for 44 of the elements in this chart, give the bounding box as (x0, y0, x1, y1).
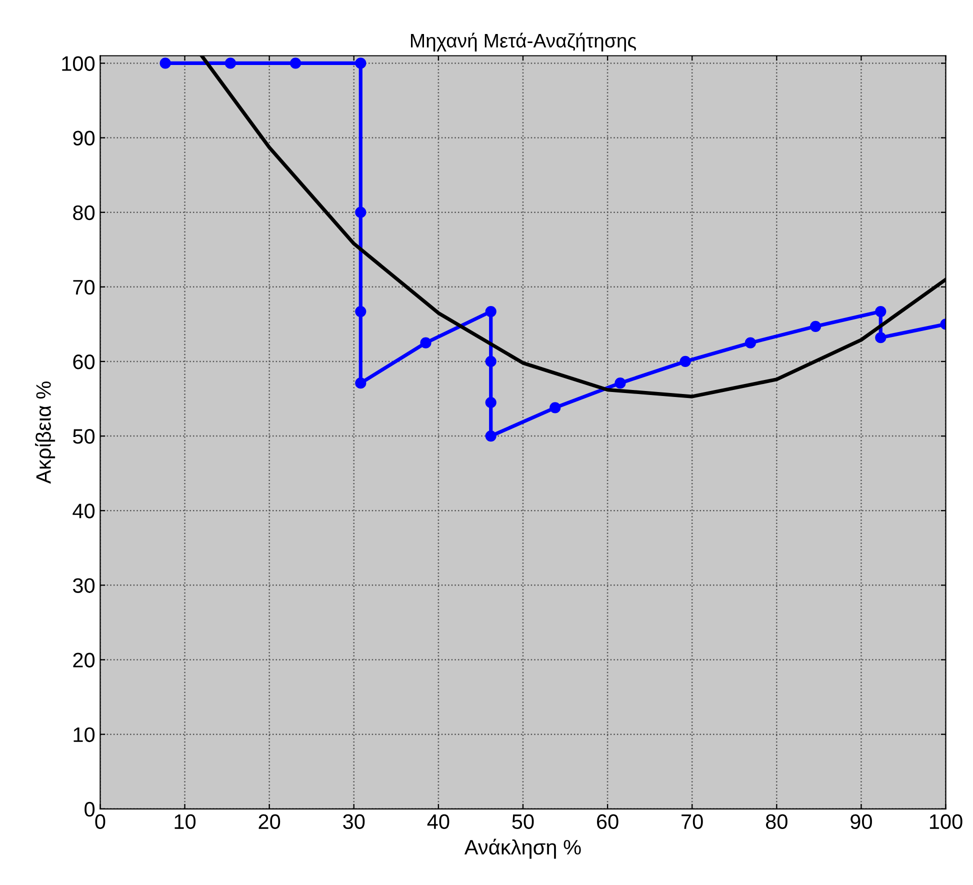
y-tick-label: 90 (73, 130, 95, 146)
point (485, 306, 496, 318)
y-axis-title: Ακρίβεια % (35, 382, 56, 484)
chart-title: Μηχανή Μετά-Αναζήτησης (410, 32, 636, 52)
y-tick-label: 30 (72, 578, 95, 593)
x-tick-label: 70 (682, 814, 703, 830)
point (744, 337, 756, 348)
point (355, 306, 366, 318)
y-tick-label: 50 (73, 429, 95, 444)
point (680, 356, 691, 368)
point (810, 320, 822, 332)
x-tick-label: 20 (258, 814, 280, 830)
point (355, 58, 366, 69)
x-tick-label: 40 (427, 814, 450, 830)
x-tick-label: 0 (95, 814, 106, 830)
point (875, 332, 886, 344)
point (550, 402, 561, 414)
y-tick-label: 100 (62, 56, 95, 71)
point (485, 396, 496, 408)
y-tick-label: 80 (73, 205, 95, 220)
y-tick-label: 10 (74, 727, 95, 742)
y-tick-label: 0 (84, 802, 95, 817)
point (485, 356, 496, 368)
x-tick-label: 100 (930, 814, 962, 830)
point (355, 206, 366, 218)
y-tick-label: 70 (73, 280, 95, 295)
y-tick-label: 60 (73, 354, 95, 370)
point (420, 337, 432, 348)
y-tick-label: 20 (73, 652, 95, 668)
x-tick-label: 80 (766, 814, 788, 830)
point (355, 378, 366, 389)
x-tick-label: 10 (174, 814, 196, 830)
x-axis-title: Ανάκληση % (464, 838, 581, 859)
point (290, 58, 302, 69)
x-tick-label: 60 (597, 814, 618, 830)
y-tick-label: 40 (72, 504, 95, 518)
x-tick-label: 90 (850, 814, 872, 830)
point (160, 58, 171, 69)
point (224, 58, 236, 69)
x-tick-label: 30 (343, 814, 365, 830)
point (485, 430, 496, 442)
point (875, 306, 886, 318)
point (614, 378, 626, 389)
x-tick-label: 50 (512, 814, 534, 830)
